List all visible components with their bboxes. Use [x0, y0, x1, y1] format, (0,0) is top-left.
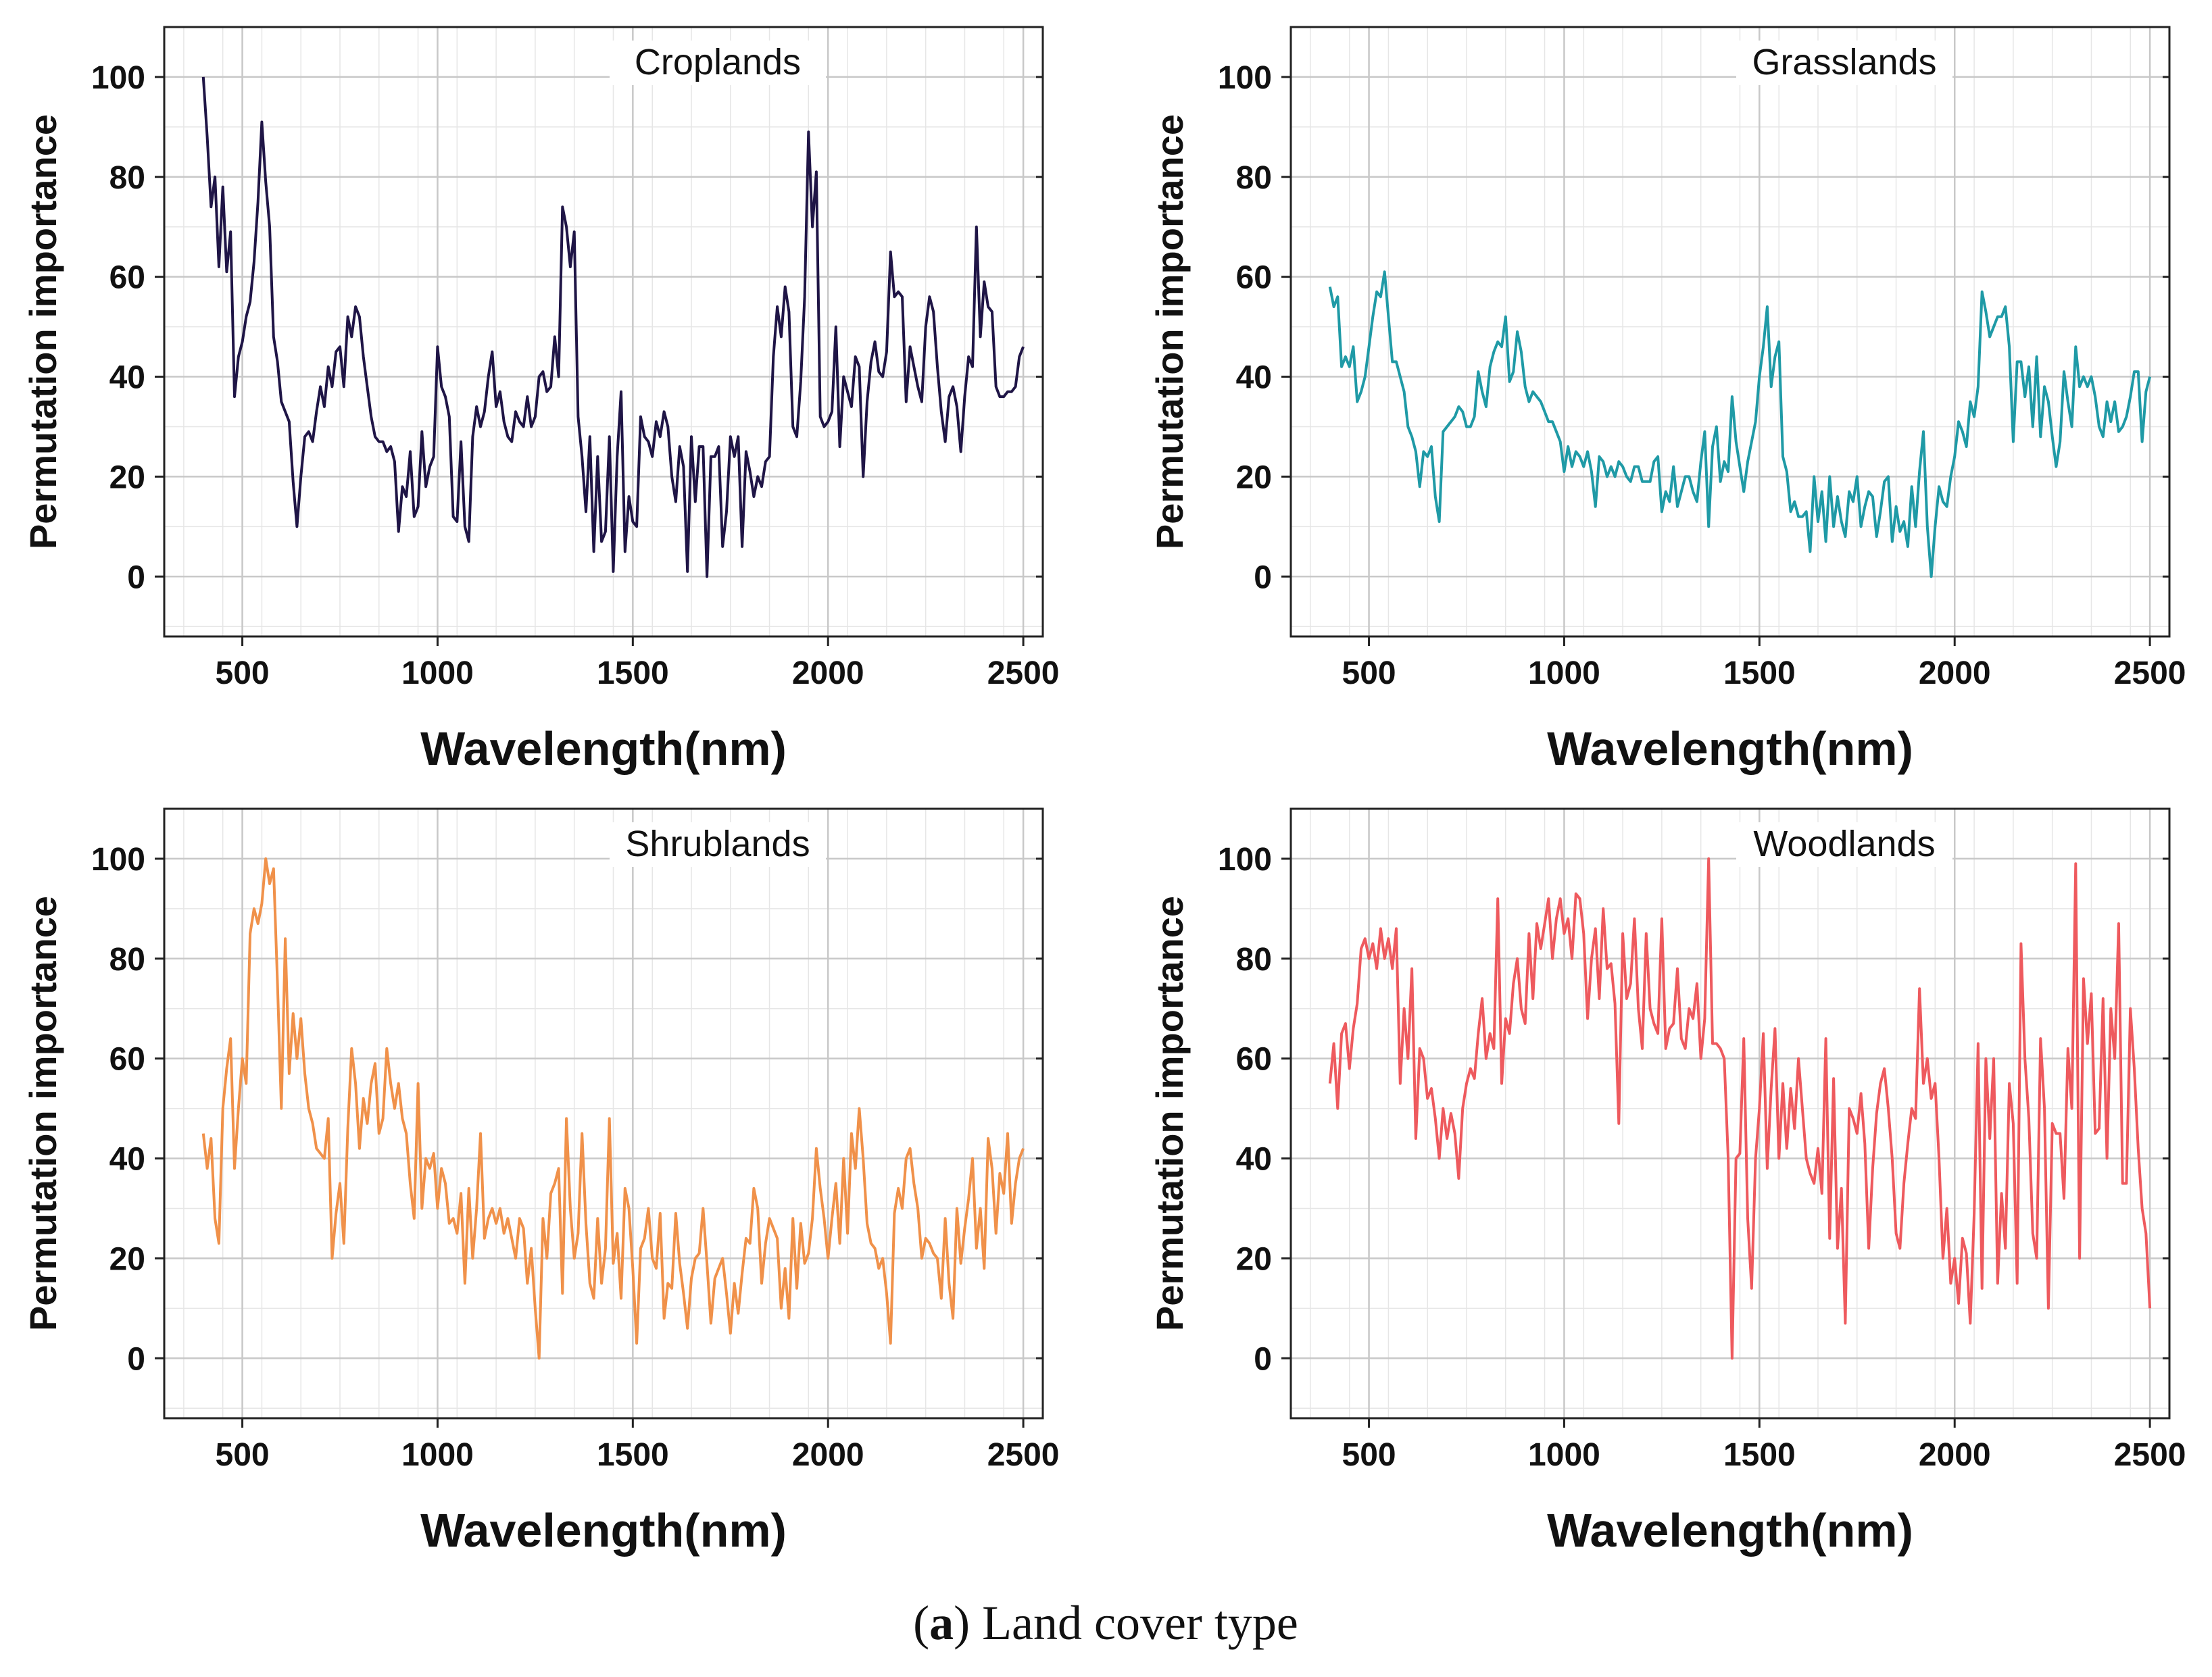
woodlands-y-tick-label: 60 [1236, 1042, 1272, 1078]
croplands-x-axis-title: Wavelength(nm) [420, 722, 787, 775]
shrublands-y-tick-label: 80 [109, 942, 145, 978]
shrublands-y-tick-label: 100 [91, 842, 145, 878]
shrublands-title-background [610, 822, 826, 867]
croplands-title-background [610, 41, 826, 85]
croplands-y-axis-title: Permutation importance [22, 114, 64, 549]
caption-open-paren: ( [913, 1596, 929, 1650]
grasslands-x-axis-title: Wavelength(nm) [1547, 722, 1913, 775]
grasslands-y-tick-label: 80 [1236, 160, 1272, 196]
croplands-x-tick-label: 2000 [792, 655, 864, 691]
woodlands-x-tick-label: 2500 [2114, 1437, 2186, 1473]
shrublands-x-tick-label: 2000 [792, 1437, 864, 1473]
woodlands-series-line [1328, 857, 2152, 1360]
grasslands-y-tick-label: 20 [1236, 459, 1272, 495]
woodlands-x-tick-label: 500 [1342, 1437, 1396, 1473]
woodlands-plot-frame [1289, 807, 2171, 1420]
croplands-x-tick-label: 1500 [597, 655, 669, 691]
grasslands-x-tick-label: 2500 [2114, 655, 2186, 691]
grasslands-plot-frame [1289, 26, 2171, 638]
woodlands-title-background [1736, 822, 1952, 867]
croplands-series-line [201, 76, 1025, 578]
grasslands-y-tick-label: 40 [1236, 360, 1272, 396]
croplands-y-tick-label: 0 [127, 559, 145, 595]
panel-shrublands: 500 1000 1500 2000 2500 0 20 40 60 80 100 Wavelengt… [22, 807, 1060, 1557]
shrublands-x-tick-label: 500 [216, 1437, 270, 1473]
shrublands-x-axis-title: Wavelength(nm) [420, 1504, 787, 1557]
grasslands-series-line [1328, 270, 2152, 578]
caption-text: Land cover type [982, 1596, 1298, 1650]
grasslands-y-tick-label: 0 [1254, 559, 1272, 595]
woodlands-x-tick-label: 1000 [1528, 1437, 1600, 1473]
woodlands-y-tick-label: 100 [1218, 842, 1272, 878]
shrublands-panel-title: Shrublands [625, 824, 810, 864]
grasslands-panel-title: Grasslands [1752, 42, 1936, 82]
shrublands-y-axis-title: Permutation importance [22, 896, 64, 1331]
shrublands-y-tick-label: 0 [127, 1341, 145, 1377]
croplands-x-tick-label: 500 [216, 655, 270, 691]
croplands-x-tick-label: 1000 [401, 655, 474, 691]
shrublands-x-tick-label: 1000 [401, 1437, 474, 1473]
shrublands-x-tick-label: 2500 [987, 1437, 1060, 1473]
woodlands-x-tick-label: 2000 [1919, 1437, 1991, 1473]
woodlands-x-axis-title: Wavelength(nm) [1547, 1504, 1913, 1557]
grasslands-grid [1291, 26, 2169, 636]
panel-croplands: 500 1000 1500 2000 2500 0 20 40 60 80 100 Wavelengt… [22, 26, 1060, 775]
croplands-y-tick-label: 100 [91, 60, 145, 96]
shrublands-y-tick-label: 40 [109, 1142, 145, 1178]
croplands-y-tick-label: 40 [109, 360, 145, 396]
woodlands-grid [1291, 808, 2169, 1418]
croplands-y-tick-label: 80 [109, 160, 145, 196]
grasslands-y-tick-label: 60 [1236, 260, 1272, 296]
shrublands-y-tick-label: 20 [109, 1241, 145, 1277]
grasslands-title-background [1736, 41, 1952, 85]
woodlands-y-tick-label: 80 [1236, 942, 1272, 978]
shrublands-series-line [201, 857, 1025, 1360]
shrublands-x-tick-label: 1500 [597, 1437, 669, 1473]
figure-caption: (a) Land cover type [913, 1596, 1298, 1650]
panel-woodlands: 500 1000 1500 2000 2500 0 20 40 60 80 100 Wavelengt… [1148, 807, 2186, 1557]
croplands-plot-frame [163, 26, 1044, 638]
grasslands-x-tick-label: 1000 [1528, 655, 1600, 691]
caption-label: a [929, 1596, 954, 1650]
shrublands-plot-frame [163, 807, 1044, 1420]
woodlands-y-tick-label: 0 [1254, 1341, 1272, 1377]
grasslands-y-tick-label: 100 [1218, 60, 1272, 96]
woodlands-y-axis-title: Permutation importance [1148, 896, 1191, 1331]
woodlands-y-tick-label: 20 [1236, 1241, 1272, 1277]
croplands-y-tick-label: 60 [109, 260, 145, 296]
shrublands-y-tick-label: 60 [109, 1042, 145, 1078]
croplands-y-tick-label: 20 [109, 459, 145, 495]
woodlands-panel-title: Woodlands [1753, 824, 1935, 864]
grasslands-x-tick-label: 2000 [1919, 655, 1991, 691]
croplands-panel-title: Croplands [635, 42, 801, 82]
caption-close-paren: ) [954, 1596, 982, 1650]
woodlands-y-tick-label: 40 [1236, 1142, 1272, 1178]
croplands-x-tick-label: 2500 [987, 655, 1060, 691]
grasslands-x-tick-label: 1500 [1723, 655, 1796, 691]
woodlands-x-tick-label: 1500 [1723, 1437, 1796, 1473]
panel-grasslands: 500 1000 1500 2000 2500 0 20 40 60 80 100 Wavelengt… [1148, 26, 2186, 775]
grasslands-x-tick-label: 500 [1342, 655, 1396, 691]
grasslands-y-axis-title: Permutation importance [1148, 114, 1191, 549]
